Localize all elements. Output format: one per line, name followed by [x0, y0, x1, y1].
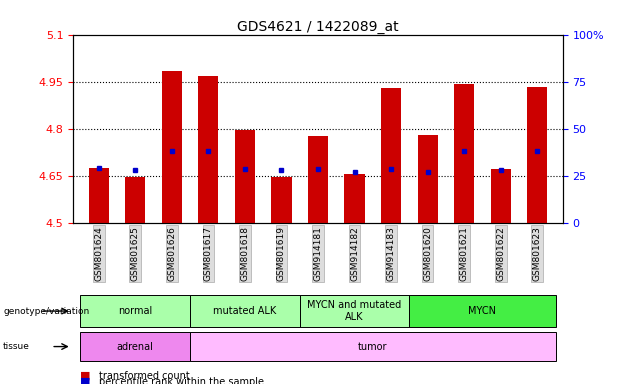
Bar — [491, 169, 511, 223]
Text: GSM801617: GSM801617 — [204, 226, 213, 281]
Text: GSM801623: GSM801623 — [533, 226, 542, 281]
Text: ■: ■ — [80, 371, 90, 381]
Bar — [198, 76, 218, 223]
Bar — [88, 168, 109, 223]
Bar — [272, 177, 291, 223]
Text: transformed count: transformed count — [99, 371, 190, 381]
Bar — [418, 135, 438, 223]
Text: adrenal: adrenal — [117, 341, 154, 352]
Title: GDS4621 / 1422089_at: GDS4621 / 1422089_at — [237, 20, 399, 33]
Bar — [308, 136, 328, 223]
Text: GSM914181: GSM914181 — [314, 226, 322, 281]
Bar — [527, 87, 548, 223]
Text: GSM801619: GSM801619 — [277, 226, 286, 281]
Bar — [80, 296, 190, 326]
Text: GSM914182: GSM914182 — [350, 226, 359, 281]
Text: ■: ■ — [80, 377, 90, 384]
Bar — [80, 332, 190, 361]
Bar — [235, 130, 255, 223]
Text: genotype/variation: genotype/variation — [3, 306, 90, 316]
Text: GSM801618: GSM801618 — [240, 226, 249, 281]
Text: MYCN: MYCN — [469, 306, 497, 316]
Text: GSM801626: GSM801626 — [167, 226, 176, 281]
Bar — [300, 296, 410, 326]
Text: mutated ALK: mutated ALK — [213, 306, 277, 316]
Bar — [162, 71, 182, 223]
Text: MYCN and mutated
ALK: MYCN and mutated ALK — [307, 300, 402, 322]
Bar — [410, 296, 556, 326]
Text: GSM801625: GSM801625 — [131, 226, 140, 281]
Text: tissue: tissue — [3, 342, 30, 351]
Bar — [190, 332, 556, 361]
Text: GSM801620: GSM801620 — [423, 226, 432, 281]
Text: GSM801624: GSM801624 — [94, 226, 103, 281]
Text: percentile rank within the sample: percentile rank within the sample — [99, 377, 263, 384]
Text: GSM801621: GSM801621 — [460, 226, 469, 281]
Bar — [125, 177, 145, 223]
Text: tumor: tumor — [358, 341, 387, 352]
Bar — [190, 296, 300, 326]
Text: normal: normal — [118, 306, 153, 316]
Text: GSM914183: GSM914183 — [387, 226, 396, 281]
Bar — [345, 174, 364, 223]
Bar — [454, 84, 474, 223]
Text: GSM801622: GSM801622 — [496, 226, 505, 281]
Bar — [381, 88, 401, 223]
